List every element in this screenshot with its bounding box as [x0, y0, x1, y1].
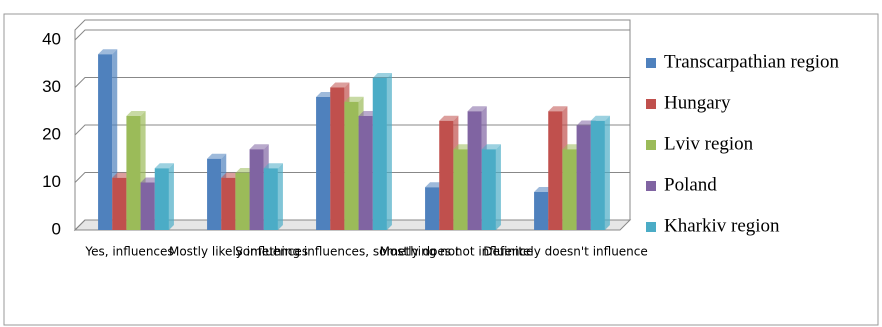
legend-swatch	[646, 181, 656, 191]
y-tick-label: 20	[42, 124, 61, 143]
x-tick-label: Yes, influences	[84, 245, 173, 259]
grid-line	[74, 77, 630, 88]
legend-label: Poland	[664, 174, 717, 195]
bar	[590, 115, 610, 230]
y-tick-label: 40	[42, 29, 61, 48]
x-tick-label: Something influences, something not	[235, 245, 460, 259]
legend-swatch	[646, 222, 656, 232]
legend-swatch	[646, 99, 656, 109]
y-tick-label: 0	[52, 219, 61, 238]
bar	[263, 163, 283, 230]
legend-label: Hungary	[664, 92, 731, 113]
legend-label: Kharkiv region	[664, 215, 780, 236]
grid-line	[74, 29, 630, 41]
x-tick-label: Definitely doesn't influence	[483, 245, 648, 259]
y-tick-label: 10	[42, 172, 61, 191]
bar	[481, 144, 501, 230]
x-tick-label: Mostly likely influences	[169, 245, 308, 259]
legend-swatch	[646, 58, 656, 68]
legend-label: Transcarpathian region	[664, 51, 839, 72]
bar	[154, 163, 174, 230]
y-tick-label: 30	[42, 77, 61, 96]
legend-swatch	[646, 140, 656, 150]
x-tick-label: Mostly does not influence	[380, 245, 534, 259]
legend-label: Lviv region	[664, 133, 754, 154]
bar	[372, 73, 392, 230]
